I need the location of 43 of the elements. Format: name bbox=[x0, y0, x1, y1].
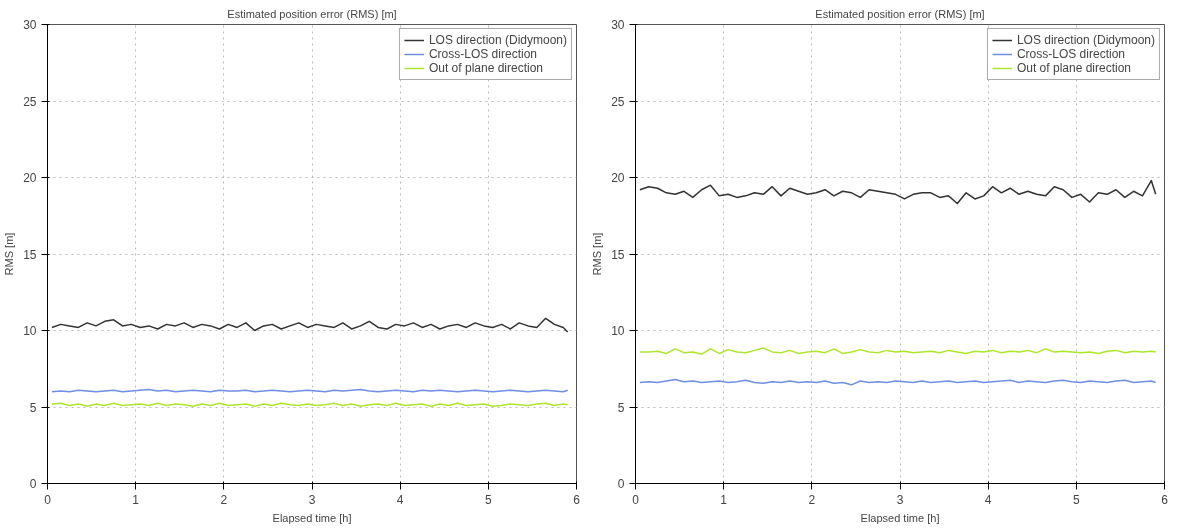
y-tick-label: 25 bbox=[23, 94, 37, 109]
y-tick-label: 30 bbox=[611, 18, 625, 32]
y-tick-label: 20 bbox=[23, 171, 37, 185]
y-tick-label: 15 bbox=[611, 247, 625, 262]
x-tick-label: 0 bbox=[632, 492, 640, 507]
legend-label: Cross-LOS direction bbox=[428, 47, 537, 61]
x-tick-label: 0 bbox=[44, 492, 52, 507]
x-tick-label: 3 bbox=[308, 492, 316, 507]
y-tick-label: 5 bbox=[29, 400, 37, 415]
y-tick-label: 20 bbox=[611, 171, 625, 185]
x-axis-title: Elapsed time [h] bbox=[860, 511, 940, 524]
x-tick-label: 2 bbox=[808, 492, 816, 507]
legend-label: Out of plane direction bbox=[1016, 61, 1132, 75]
y-axis-title: RMS [m] bbox=[3, 232, 16, 276]
x-tick-label: 5 bbox=[1073, 492, 1080, 507]
y-tick-label: 5 bbox=[617, 400, 625, 415]
x-tick-label: 5 bbox=[485, 492, 492, 507]
x-tick-label: 3 bbox=[896, 492, 904, 507]
y-tick-label: 0 bbox=[29, 477, 37, 491]
y-tick-label: 10 bbox=[23, 324, 37, 338]
legend-label: LOS direction (Didymoon) bbox=[428, 33, 567, 47]
line-series bbox=[639, 179, 1157, 205]
x-axis-title: Elapsed time [h] bbox=[272, 511, 352, 524]
y-tick-label: 30 bbox=[23, 18, 37, 32]
x-tick-label: 4 bbox=[396, 492, 404, 507]
y-axis-title: RMS [m] bbox=[591, 232, 604, 276]
x-tick-label: 1 bbox=[720, 492, 728, 507]
chart-title: Estimated position error (RMS) [m] bbox=[815, 7, 985, 20]
y-tick-label: 0 bbox=[617, 477, 625, 491]
line-series bbox=[639, 347, 1157, 355]
x-tick-label: 2 bbox=[220, 492, 228, 507]
y-tick-label: 25 bbox=[611, 94, 625, 109]
y-tick-label: 10 bbox=[611, 324, 625, 338]
chart-title: Estimated position error (RMS) [m] bbox=[227, 7, 397, 20]
x-tick-label: 6 bbox=[1161, 492, 1169, 507]
legend-label: LOS direction (Didymoon) bbox=[1016, 33, 1155, 47]
x-tick-label: 1 bbox=[132, 492, 140, 507]
x-tick-label: 6 bbox=[573, 492, 581, 507]
x-tick-label: 4 bbox=[984, 492, 992, 507]
y-tick-label: 15 bbox=[23, 247, 37, 262]
legend-label: Out of plane direction bbox=[428, 61, 544, 75]
line-series bbox=[51, 317, 569, 333]
legend-label: Cross-LOS direction bbox=[1016, 47, 1125, 61]
